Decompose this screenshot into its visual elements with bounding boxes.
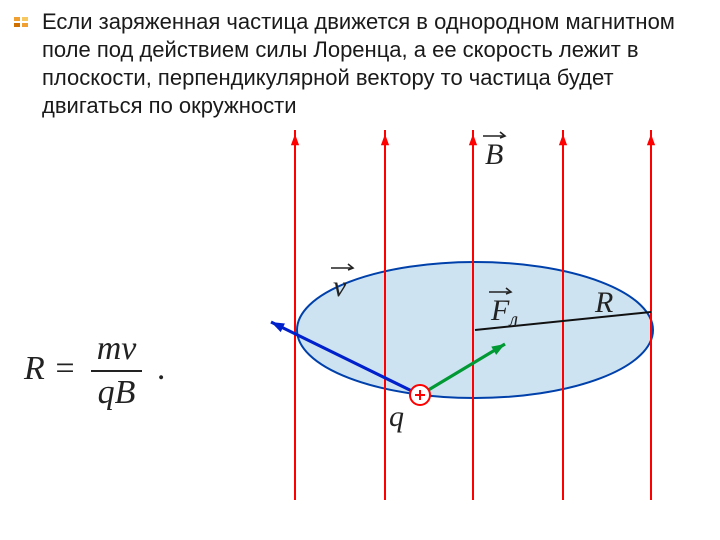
body-text: Если заряженная частица движется в однор…: [42, 8, 700, 121]
svg-text:R: R: [594, 286, 613, 319]
svg-text:q: q: [389, 400, 404, 433]
formula-fraction: mv qB: [91, 330, 143, 412]
formula-lhs: R: [24, 350, 45, 387]
svg-text:B: B: [485, 138, 503, 171]
lorentz-diagram: BvFлRq: [175, 120, 675, 510]
slide-bullet-icon: [14, 14, 30, 24]
formula-tail: .: [157, 350, 166, 387]
radius-formula: R = mv qB .: [24, 330, 165, 412]
formula-numerator: mv: [91, 330, 143, 370]
formula-eq: =: [53, 350, 76, 387]
svg-text:v: v: [333, 270, 347, 303]
formula-denominator: qB: [91, 370, 143, 412]
